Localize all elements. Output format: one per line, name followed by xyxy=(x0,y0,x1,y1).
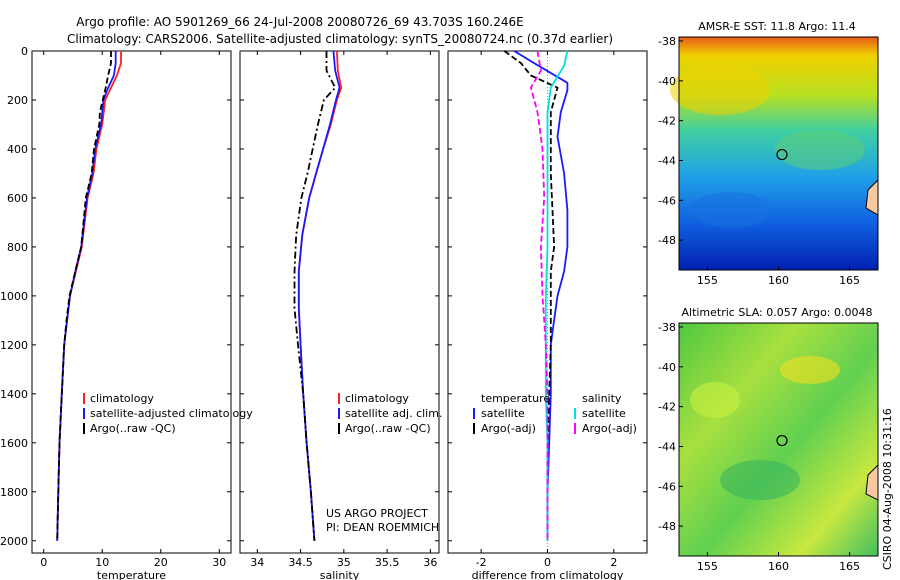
temperature-plot: 0 200 400 600 800 1000 1200 1400 1600 1800 2000 0 10… xyxy=(0,45,231,580)
title-line-1: Argo profile: AO 5901269_66 24-Jul-2008 … xyxy=(76,15,523,29)
map-x-tick-label: 165 xyxy=(839,274,860,287)
sla-map: Altimetric SLA: 0.057 Argo: 0.0048 155 16… xyxy=(658,306,879,573)
y-tick-label: 600 xyxy=(7,192,28,205)
legend-temp-satellite: satellite xyxy=(481,407,525,420)
y-tick-label: 0 xyxy=(21,45,28,58)
map-x-tick-label: 155 xyxy=(697,274,718,287)
x-tick-label: 2 xyxy=(610,556,617,569)
x-tick-label: 35.5 xyxy=(375,556,400,569)
x-tick-label: 34 xyxy=(250,556,264,569)
legend-temp-argo: Argo(..raw -QC) xyxy=(90,422,176,435)
legend-sal-climatology: climatology xyxy=(345,392,409,405)
map-x-tick-label: 160 xyxy=(768,560,789,573)
map-y-tick-label: -44 xyxy=(658,440,676,453)
sla-heatmap xyxy=(679,323,878,556)
map-x-tick-label: 160 xyxy=(768,274,789,287)
legend-temp-argo: Argo(-adj) xyxy=(481,422,536,435)
sla-high-patch-2 xyxy=(690,382,740,418)
series-line-2 xyxy=(293,51,337,541)
map-y-tick-label: -38 xyxy=(658,35,676,48)
series-line-1 xyxy=(503,50,559,541)
salinity-plot: 34 34.5 35 35.5 36 salinity xyxy=(240,50,439,580)
map-y-tick-label: -40 xyxy=(658,361,676,374)
sla-map-title: Altimetric SLA: 0.057 Argo: 0.0048 xyxy=(681,306,872,319)
legend-sal-argo: Argo(-adj) xyxy=(582,422,637,435)
sla-low-patch xyxy=(720,460,800,500)
map-y-tick-label: -46 xyxy=(658,194,676,207)
x-tick-label: 10 xyxy=(95,556,109,569)
x-tick-label: 30 xyxy=(212,556,226,569)
y-tick-label: 400 xyxy=(7,143,28,156)
map-y-tick-label: -42 xyxy=(658,115,676,128)
x-tick-label: 34.5 xyxy=(288,556,313,569)
legend-sal-satellite: satellite xyxy=(582,407,626,420)
sla-argo-marker xyxy=(776,434,788,447)
legend-temp-satellite: satellite-adjusted climatology xyxy=(90,407,253,420)
y-tick-label: 1800 xyxy=(0,486,28,499)
credit-project: US ARGO PROJECT xyxy=(326,507,428,520)
y-tick-label: 1400 xyxy=(0,388,28,401)
map-y-tick-label: -48 xyxy=(658,520,676,533)
sst-warm-patch xyxy=(670,65,770,115)
y-tick-label: 1600 xyxy=(0,437,28,450)
sst-argo-marker xyxy=(776,148,788,161)
x-axis-label: temperature xyxy=(97,569,166,580)
map-x-tick-label: 155 xyxy=(697,560,718,573)
y-tick-label: 1000 xyxy=(0,290,28,303)
legend-temp-climatology: climatology xyxy=(90,392,154,405)
temperature-legend: climatology satellite-adjusted climatolo… xyxy=(83,392,253,435)
x-tick-label: 20 xyxy=(154,556,168,569)
side-label: CSIRO 04-Aug-2008 10:31:16 xyxy=(881,408,894,570)
x-tick-label: 35 xyxy=(337,556,351,569)
x-axis-label: salinity xyxy=(320,569,360,580)
y-tick-label: 2000 xyxy=(0,535,28,548)
temperature-panel xyxy=(31,50,232,554)
legend-head-temperature: temperature xyxy=(481,392,550,405)
x-tick-label: -2 xyxy=(476,556,487,569)
x-tick-label: 36 xyxy=(423,556,437,569)
y-tick-label: 200 xyxy=(7,94,28,107)
salinity-panel xyxy=(239,50,440,554)
salinity-legend: climatology satellite adj. clim. Argo(..… xyxy=(338,392,442,435)
series-line-3 xyxy=(529,50,549,541)
map-y-tick-label: -38 xyxy=(658,321,676,334)
map-y-tick-label: -42 xyxy=(658,401,676,414)
y-tick-label: 1200 xyxy=(0,339,28,352)
difference-legend: temperature satellite Argo(-adj) salinit… xyxy=(473,392,637,435)
sla-high-patch xyxy=(780,356,840,384)
map-y-tick-label: -44 xyxy=(658,154,676,167)
sst-mid-patch xyxy=(775,130,865,170)
credit-pi: PI: DEAN ROEMMICH xyxy=(326,521,439,534)
series-line-0 xyxy=(513,50,569,541)
map-y-tick-label: -48 xyxy=(658,234,676,247)
legend-head-salinity: salinity xyxy=(582,392,622,405)
x-axis-label: difference from climatology xyxy=(472,569,624,580)
map-y-tick-label: -46 xyxy=(658,480,676,493)
legend-sal-argo: Argo(..raw -QC) xyxy=(345,422,431,435)
series-line-2 xyxy=(56,51,112,541)
x-tick-label: 0 xyxy=(40,556,47,569)
sst-map: AMSR-E SST: 11.8 Argo: 11.4 155 160 165 -38… xyxy=(658,20,879,287)
legend-sal-satellite: satellite adj. clim. xyxy=(345,407,442,420)
map-x-tick-label: 165 xyxy=(839,560,860,573)
sst-map-title: AMSR-E SST: 11.8 Argo: 11.4 xyxy=(698,20,856,33)
map-y-tick-label: -40 xyxy=(658,75,676,88)
sst-cool-patch xyxy=(690,192,770,228)
title-line-2: Climatology: CARS2006. Satellite-adjuste… xyxy=(67,32,613,46)
y-tick-label: 800 xyxy=(7,241,28,254)
series-line-2 xyxy=(544,50,569,541)
x-tick-label: 0 xyxy=(544,556,551,569)
